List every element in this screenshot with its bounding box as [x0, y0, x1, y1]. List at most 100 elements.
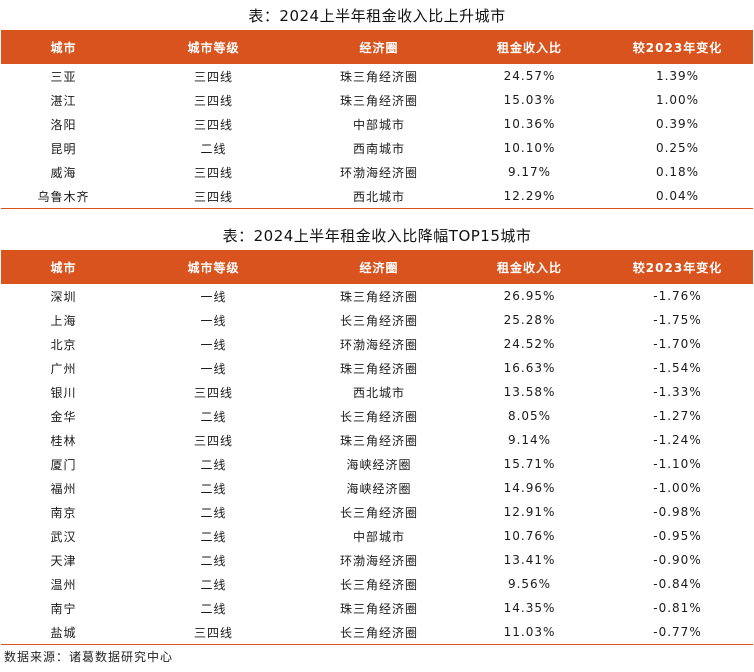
header-change-vs-2023: 较2023年变化: [602, 30, 753, 64]
cell-rent-income-ratio: 10.76%: [503, 529, 556, 543]
cell-economic-zone: 西北城市: [301, 184, 457, 209]
table-row: 武汉 二线 中部城市 10.76% -0.95%: [1, 524, 753, 548]
cell-city-tier: 三四线: [193, 69, 233, 84]
cell-change-vs-2023: -1.70%: [653, 337, 702, 351]
cell-economic-zone: 珠三角经济圈: [339, 289, 418, 304]
cell-economic-zone: 珠三角经济圈: [339, 433, 418, 448]
cell-rent-income-ratio: 14.35%: [503, 601, 556, 615]
cell-economic-zone: 中部城市: [352, 529, 405, 544]
cell-economic-zone: 珠三角经济圈: [339, 69, 418, 84]
cell-economic-zone: 长三角经济圈: [301, 620, 457, 645]
cell-city: 北京: [50, 337, 77, 352]
cell-rent-income-ratio: 24.52%: [503, 337, 556, 351]
cell-city-tier: 二线: [200, 553, 227, 568]
cell-change-vs-2023: -0.81%: [653, 601, 702, 615]
header-city: 城市: [1, 250, 126, 284]
cell-city-tier: 三四线: [126, 184, 301, 209]
cell-rent-income-ratio: 12.29%: [457, 184, 602, 209]
cell-city-tier: 一线: [200, 361, 227, 376]
table-row: 广州 一线 珠三角经济圈 16.63% -1.54%: [1, 356, 753, 380]
cell-change-vs-2023: -0.77%: [602, 620, 753, 645]
header-economic-zone: 经济圈: [301, 250, 457, 284]
cell-economic-zone: 海峡经济圈: [346, 457, 412, 472]
table-row: 北京 一线 环渤海经济圈 24.52% -1.70%: [1, 332, 753, 356]
rent-ratio-decrease-top15-table: 城市 城市等级 经济圈 租金收入比 较2023年变化 深圳 一线 珠三角经济圈 26.…: [1, 250, 753, 645]
cell-city-tier: 三四线: [193, 433, 233, 448]
table-row: 天津 二线 环渤海经济圈 13.41% -0.90%: [1, 548, 753, 572]
cell-city: 厦门: [50, 457, 77, 472]
cell-city: 南宁: [50, 601, 77, 616]
cell-rent-income-ratio: 9.14%: [507, 433, 552, 447]
cell-rent-income-ratio: 9.17%: [507, 165, 552, 179]
cell-change-vs-2023: -1.00%: [653, 481, 702, 495]
table-row: 南宁 二线 珠三角经济圈 14.35% -0.81%: [1, 596, 753, 620]
table-row: 金华 二线 长三角经济圈 8.05% -1.27%: [1, 404, 753, 428]
cell-city-tier: 三四线: [193, 117, 233, 132]
cell-city-tier: 一线: [200, 289, 227, 304]
cell-city: 威海: [50, 165, 77, 180]
table-row: 银川 三四线 西北城市 13.58% -1.33%: [1, 380, 753, 404]
cell-city-tier: 一线: [200, 337, 227, 352]
cell-city-tier: 二线: [200, 601, 227, 616]
header-change-vs-2023: 较2023年变化: [602, 250, 753, 284]
cell-city-tier: 三四线: [193, 385, 233, 400]
cell-change-vs-2023: 0.39%: [655, 117, 700, 131]
table2-body: 深圳 一线 珠三角经济圈 26.95% -1.76% 上海 一线 长三角经济圈 25.28% -1…: [1, 284, 753, 645]
cell-city-tier: 二线: [200, 505, 227, 520]
cell-rent-income-ratio: 24.57%: [503, 69, 556, 83]
cell-rent-income-ratio: 10.36%: [503, 117, 556, 131]
cell-city-tier: 三四线: [193, 93, 233, 108]
cell-city: 昆明: [50, 141, 77, 156]
cell-change-vs-2023: -0.84%: [653, 577, 702, 591]
data-source-note: 数据来源：诸葛数据研究中心: [4, 650, 174, 664]
cell-rent-income-ratio: 15.71%: [503, 457, 556, 471]
table-row: 湛江 三四线 珠三角经济圈 15.03% 1.00%: [1, 88, 753, 112]
table-row: 洛阳 三四线 中部城市 10.36% 0.39%: [1, 112, 753, 136]
cell-change-vs-2023: -1.54%: [653, 361, 702, 375]
rent-ratio-increase-table: 城市 城市等级 经济圈 租金收入比 较2023年变化 三亚 三四线 珠三角经济圈 24…: [1, 30, 753, 209]
cell-city: 广州: [50, 361, 77, 376]
table-row: 福州 二线 海峡经济圈 14.96% -1.00%: [1, 476, 753, 500]
cell-city-tier: 二线: [200, 141, 227, 156]
cell-rent-income-ratio: 12.91%: [503, 505, 556, 519]
header-city-tier: 城市等级: [126, 250, 301, 284]
cell-city: 天津: [50, 553, 77, 568]
cell-economic-zone: 环渤海经济圈: [339, 337, 418, 352]
cell-economic-zone: 长三角经济圈: [339, 313, 418, 328]
cell-city: 深圳: [50, 289, 77, 304]
cell-city-tier: 二线: [200, 457, 227, 472]
cell-change-vs-2023: 0.04%: [602, 184, 753, 209]
cell-economic-zone: 环渤海经济圈: [339, 165, 418, 180]
cell-city: 乌鲁木齐: [1, 184, 126, 209]
header-city-tier: 城市等级: [126, 30, 301, 64]
table-row: 深圳 一线 珠三角经济圈 26.95% -1.76%: [1, 284, 753, 308]
cell-city-tier: 二线: [200, 577, 227, 592]
cell-economic-zone: 海峡经济圈: [346, 481, 412, 496]
cell-economic-zone: 长三角经济圈: [339, 577, 418, 592]
cell-rent-income-ratio: 16.63%: [503, 361, 556, 375]
cell-city-tier: 三四线: [126, 620, 301, 645]
cell-city: 盐城: [1, 620, 126, 645]
cell-city-tier: 二线: [200, 481, 227, 496]
table-row: 乌鲁木齐 三四线 西北城市 12.29% 0.04%: [1, 184, 753, 209]
cell-city-tier: 三四线: [193, 165, 233, 180]
table-row: 盐城 三四线 长三角经济圈 11.03% -0.77%: [1, 620, 753, 645]
cell-city: 金华: [50, 409, 77, 424]
table1-body: 三亚 三四线 珠三角经济圈 24.57% 1.39% 湛江 三四线 珠三角经济圈 15.03% 1…: [1, 64, 753, 209]
table-row: 三亚 三四线 珠三角经济圈 24.57% 1.39%: [1, 64, 753, 88]
cell-rent-income-ratio: 13.41%: [503, 553, 556, 567]
table-header-row: 城市 城市等级 经济圈 租金收入比 较2023年变化: [1, 30, 753, 64]
cell-city: 武汉: [50, 529, 77, 544]
cell-city: 三亚: [50, 69, 77, 84]
header-rent-income-ratio: 租金收入比: [457, 30, 602, 64]
cell-city: 湛江: [50, 93, 77, 108]
table-row: 厦门 二线 海峡经济圈 15.71% -1.10%: [1, 452, 753, 476]
cell-change-vs-2023: -1.24%: [653, 433, 702, 447]
cell-economic-zone: 长三角经济圈: [339, 505, 418, 520]
cell-rent-income-ratio: 25.28%: [503, 313, 556, 327]
table-row: 南京 二线 长三角经济圈 12.91% -0.98%: [1, 500, 753, 524]
cell-city: 银川: [50, 385, 77, 400]
cell-economic-zone: 西南城市: [352, 141, 405, 156]
cell-rent-income-ratio: 9.56%: [507, 577, 552, 591]
cell-economic-zone: 长三角经济圈: [339, 409, 418, 424]
